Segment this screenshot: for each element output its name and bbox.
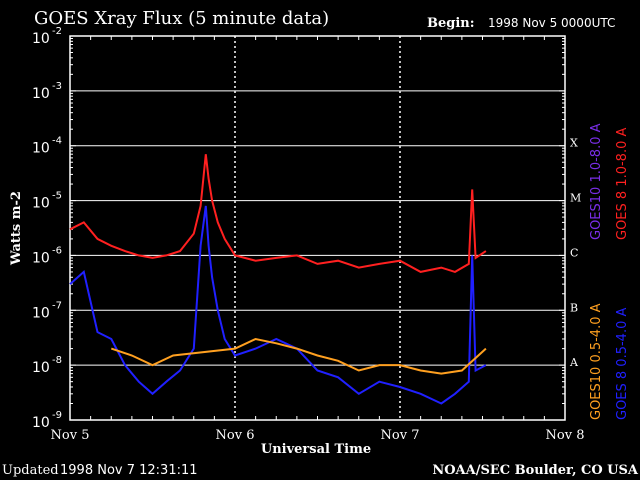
legend-entry: GOES10 0.5-4.0 A <box>589 303 604 420</box>
flare-class-label: C <box>570 246 578 259</box>
begin-value: 1998 Nov 5 0000UTC <box>488 16 615 30</box>
y-tick-label-base: 10 <box>32 141 50 157</box>
y-tick-label-base: 10 <box>32 305 50 321</box>
y-tick-label-exponent: -5 <box>52 191 62 202</box>
legend-entry: GOES 8 0.5-4.0 A <box>615 308 630 420</box>
x-tick-label: Nov 8 <box>546 428 585 443</box>
y-tick-label-base: 10 <box>32 31 50 47</box>
y-tick-label-base: 10 <box>32 360 50 376</box>
series-line <box>110 337 487 375</box>
y-tick-label-exponent: -7 <box>52 300 62 311</box>
flare-class-labels: A B C M X <box>569 137 581 369</box>
y-tick-label-exponent: -8 <box>52 355 62 366</box>
y-tick-label-exponent: -3 <box>52 81 62 92</box>
y-axis-label: Watts m-2 <box>9 191 24 266</box>
legend: GOES10 1.0-8.0 A GOES 8 1.0-8.0 A GOES10 0… <box>589 123 630 420</box>
x-tick-label: Nov 5 <box>51 428 90 443</box>
flare-class-label: A <box>569 356 579 369</box>
x-axis-ticks: Nov 5 Nov 6 Nov 7 Nov 8 <box>51 36 585 443</box>
series-lines <box>69 154 487 405</box>
flare-class-label: B <box>570 301 578 314</box>
y-tick-label-base: 10 <box>32 415 50 431</box>
y-axis-ticks: 10-910-810-710-610-510-410-310-2 <box>32 26 565 431</box>
y-tick-label-exponent: -9 <box>52 410 62 421</box>
y-tick-label-base: 10 <box>32 196 50 212</box>
x-tick-label: Nov 6 <box>216 428 255 443</box>
gridlines <box>70 90 565 366</box>
y-tick-label-base: 10 <box>32 250 50 266</box>
series-line <box>69 205 487 405</box>
legend-entry: GOES10 1.0-8.0 A <box>589 123 604 240</box>
updated-value: 1998 Nov 7 12:31:11 <box>60 463 198 478</box>
flare-class-label: X <box>570 137 578 150</box>
legend-entry: GOES 8 1.0-8.0 A <box>615 128 630 240</box>
x-axis-label: Universal Time <box>261 442 371 457</box>
day-divider-lines <box>234 36 401 420</box>
y-tick-label-exponent: -4 <box>52 136 62 147</box>
x-tick-label: Nov 7 <box>381 428 420 443</box>
begin-label: Begin: <box>427 16 475 31</box>
flare-class-label: M <box>570 192 581 205</box>
series-line <box>69 154 487 273</box>
chart-title: GOES Xray Flux (5 minute data) <box>34 8 329 29</box>
y-tick-label-exponent: -6 <box>52 245 62 256</box>
updated-label: Updated <box>2 463 59 478</box>
credit-text: NOAA/SEC Boulder, CO USA <box>432 463 639 478</box>
y-tick-label-exponent: -2 <box>52 26 62 37</box>
plot-frame <box>69 35 566 421</box>
y-tick-label-base: 10 <box>32 86 50 102</box>
